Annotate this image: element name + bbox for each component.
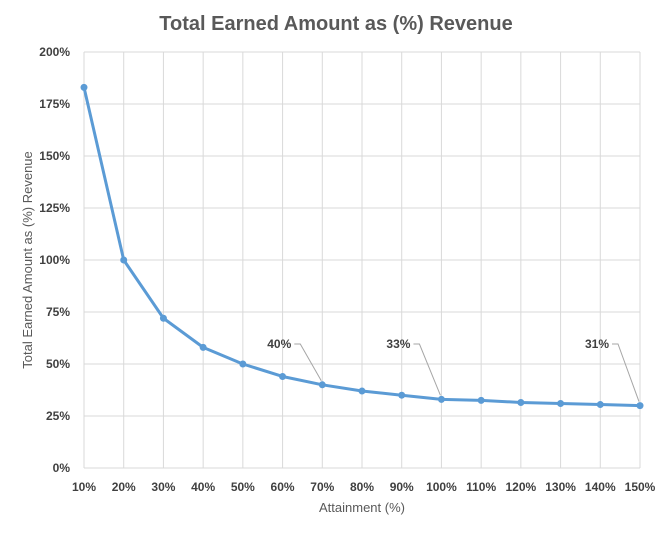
x-tick-label: 120% bbox=[506, 480, 537, 494]
series-layer bbox=[80, 83, 644, 410]
y-tick-label: 175% bbox=[39, 97, 70, 111]
x-tick-label: 100% bbox=[426, 480, 457, 494]
y-tick-label: 125% bbox=[39, 201, 70, 215]
data-point bbox=[279, 372, 287, 380]
annotation-leader bbox=[413, 343, 441, 396]
y-tick-label: 25% bbox=[46, 409, 70, 423]
data-point bbox=[557, 400, 565, 408]
x-axis-label: Attainment (%) bbox=[319, 500, 405, 515]
x-tick-label: 80% bbox=[350, 480, 374, 494]
annotation-leader bbox=[612, 343, 640, 402]
chart-title: Total Earned Amount as (%) Revenue bbox=[159, 13, 512, 35]
data-point bbox=[358, 387, 366, 395]
y-tick-label: 150% bbox=[39, 149, 70, 163]
data-label: 31% bbox=[585, 337, 609, 351]
x-tick-label: 70% bbox=[310, 480, 334, 494]
x-tick-label: 40% bbox=[191, 480, 215, 494]
annotation-leader bbox=[294, 343, 322, 382]
data-point bbox=[318, 381, 326, 389]
x-tick-label: 60% bbox=[271, 480, 295, 494]
y-tick-label: 0% bbox=[53, 461, 71, 475]
data-point bbox=[437, 395, 445, 403]
y-tick-label: 75% bbox=[46, 305, 70, 319]
x-tick-label: 20% bbox=[112, 480, 136, 494]
data-point bbox=[636, 402, 644, 410]
x-tick-label: 140% bbox=[585, 480, 616, 494]
data-point bbox=[159, 314, 167, 322]
data-label: 40% bbox=[267, 337, 291, 351]
annotations: 40% 33% 31% bbox=[267, 337, 640, 402]
y-tick-label: 100% bbox=[39, 253, 70, 267]
data-label: 33% bbox=[386, 337, 410, 351]
x-tick-label: 50% bbox=[231, 480, 255, 494]
gridlines bbox=[83, 51, 641, 469]
x-tick-label: 110% bbox=[466, 480, 496, 494]
y-tick-label: 50% bbox=[46, 357, 70, 371]
data-point bbox=[199, 343, 207, 351]
y-axis-ticks: 0% 25% 50% 75% 100% 125% 150% 175% 200% bbox=[39, 45, 70, 475]
data-point bbox=[477, 396, 485, 404]
data-point bbox=[239, 360, 247, 368]
data-point bbox=[80, 83, 88, 91]
x-tick-label: 10% bbox=[72, 480, 96, 494]
x-tick-label: 130% bbox=[545, 480, 576, 494]
x-tick-label: 30% bbox=[151, 480, 175, 494]
y-tick-label: 200% bbox=[39, 45, 70, 59]
data-point bbox=[120, 256, 128, 264]
data-point bbox=[517, 398, 525, 406]
x-tick-label: 150% bbox=[625, 480, 656, 494]
y-axis-label: Total Earned Amount as (%) Revenue bbox=[20, 151, 35, 369]
x-tick-label: 90% bbox=[390, 480, 414, 494]
x-axis-ticks: 10% 20% 30% 40% 50% 60% 70% 80% 90% 100% 110% 120% 1… bbox=[72, 480, 656, 494]
data-point bbox=[398, 391, 406, 399]
data-point bbox=[596, 401, 604, 409]
